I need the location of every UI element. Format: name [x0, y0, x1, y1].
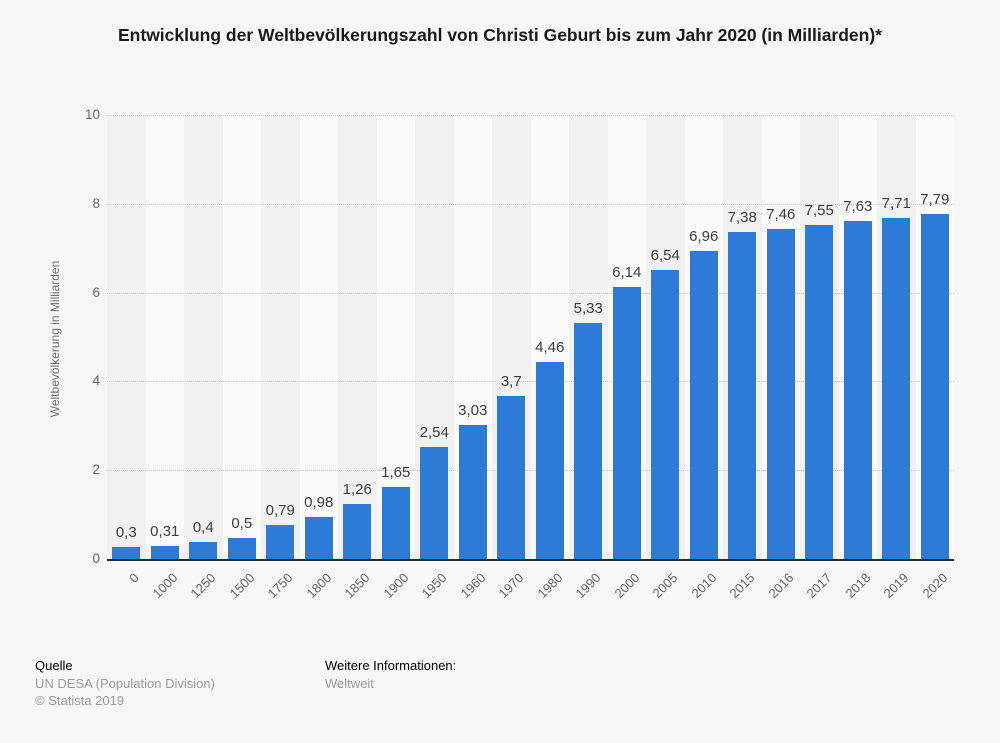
y-axis-tick-labels: 0 2 4 6 8 10 [0, 107, 100, 566]
bar[interactable] [112, 546, 141, 560]
bar[interactable] [574, 323, 603, 560]
x-tick-label: 0 [126, 570, 142, 586]
x-tick-label: 1500 [226, 570, 258, 602]
bar-value-label: 0,5 [231, 514, 253, 532]
bar[interactable] [304, 516, 333, 560]
gridline [107, 381, 954, 383]
bar-value-label: 0,79 [265, 501, 295, 519]
bar[interactable] [535, 361, 564, 560]
y-tick-label: 10 [84, 107, 100, 122]
source-name: UN DESA (Population Division) [35, 675, 215, 691]
x-tick-label: 1960 [457, 570, 489, 602]
bar[interactable] [343, 504, 372, 560]
footer-info-block: Weitere Informationen: Weltweit [325, 657, 456, 692]
column-band [376, 116, 415, 560]
x-tick-label: 2015 [726, 570, 758, 602]
bar[interactable] [882, 217, 911, 560]
bar-value-label: 6,14 [612, 264, 642, 282]
x-tick-label: 1980 [534, 570, 566, 602]
bar-value-label: 3,03 [458, 402, 488, 420]
bar-value-label: 4,46 [535, 338, 565, 356]
gridline [107, 203, 954, 205]
x-tick-label: 1750 [264, 570, 296, 602]
info-label: Weitere Informationen: [325, 658, 457, 673]
source-label: Quelle [35, 658, 73, 673]
bar-value-label: 7,46 [766, 205, 796, 223]
footer-source-block: Quelle UN DESA (Population Division) © S… [35, 657, 215, 710]
x-tick-label: 1970 [495, 570, 527, 602]
column-band [261, 116, 300, 560]
x-tick-label: 2010 [688, 570, 720, 602]
x-tick-label: 1250 [187, 570, 219, 602]
x-axis-tick-labels: 0 1000 1250 1500 1750 1800 1850 1900 1950 1960 197… [107, 560, 954, 620]
bar-value-label: 0,4 [192, 519, 214, 537]
bar[interactable] [458, 425, 487, 560]
bar-value-label: 3,7 [500, 372, 522, 390]
copyright-text: © Statista 2019 [35, 693, 125, 708]
x-tick-label: 1850 [341, 570, 373, 602]
y-tick-label: 6 [92, 284, 100, 300]
bar-value-label: 6,54 [650, 246, 680, 264]
x-tick-label: 2017 [803, 570, 835, 602]
bar-value-label: 7,38 [727, 209, 757, 227]
bar-value-label: 7,55 [804, 201, 834, 219]
bar-value-label: 2,54 [419, 424, 449, 442]
column-band [184, 116, 223, 560]
x-tick-label: 2000 [611, 570, 643, 602]
gridline [107, 470, 954, 472]
bar[interactable] [651, 269, 680, 560]
bar-value-label: 7,63 [843, 198, 873, 216]
y-tick-label: 0 [92, 551, 100, 566]
bar[interactable] [189, 542, 218, 560]
plot-area: 0,3 0,31 0,4 0,5 0,79 0,98 1,26 1,65 2,54 3,03 3,7… [107, 115, 954, 560]
x-tick-label: 2018 [842, 570, 874, 602]
bar-value-label: 0,98 [304, 493, 334, 511]
bar[interactable] [266, 524, 295, 560]
y-tick-label: 2 [92, 462, 100, 478]
y-tick-label: 4 [92, 373, 100, 389]
column-band [145, 116, 184, 560]
column-band [222, 116, 261, 560]
bar[interactable] [843, 221, 872, 560]
bar[interactable] [612, 287, 641, 560]
x-tick-label: 1800 [303, 570, 335, 602]
bar[interactable] [689, 250, 718, 560]
x-tick-label: 2016 [765, 570, 797, 602]
bar-value-label: 7,79 [920, 191, 950, 209]
bar[interactable] [805, 224, 834, 560]
bar[interactable] [227, 537, 256, 560]
x-tick-label: 1900 [380, 570, 412, 602]
gridline [107, 115, 954, 116]
x-tick-label: 2020 [919, 570, 951, 602]
column-band [107, 116, 146, 560]
bar-value-label: 1,65 [381, 463, 411, 481]
bar[interactable] [420, 447, 449, 560]
bar-value-label: 6,96 [689, 227, 719, 245]
x-tick-label: 1950 [418, 570, 450, 602]
x-tick-label: 1990 [572, 570, 604, 602]
bar-value-label: 0,3 [115, 523, 137, 541]
y-tick-label: 8 [92, 195, 100, 211]
column-band [299, 116, 338, 560]
bar[interactable] [728, 232, 757, 560]
x-tick-label: 1000 [149, 570, 181, 602]
bar[interactable] [766, 228, 795, 560]
chart-title: Entwicklung der Weltbevölkerungszahl von… [118, 25, 882, 45]
bar[interactable] [497, 395, 526, 560]
bar-value-label: 0,31 [150, 523, 180, 541]
bar-value-label: 7,71 [881, 194, 911, 212]
bar[interactable] [920, 214, 949, 560]
x-axis-line [107, 559, 954, 561]
info-value: Weltweit [325, 675, 374, 691]
x-tick-label: 2005 [649, 570, 681, 602]
bar-value-label: 1,26 [342, 481, 372, 499]
x-tick-label: 2019 [880, 570, 912, 602]
gridline [107, 292, 954, 294]
column-band [338, 116, 377, 560]
bar[interactable] [150, 546, 179, 560]
bar[interactable] [381, 486, 410, 560]
bar-value-label: 5,33 [573, 300, 603, 318]
